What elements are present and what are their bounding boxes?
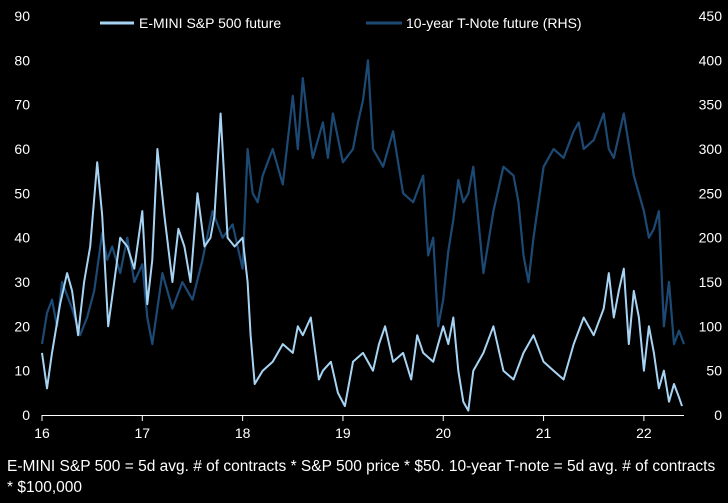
x-tick-label: 19: [335, 425, 351, 441]
left-tick-label: 0: [22, 407, 30, 423]
left-axis-ticks: 0 10 20 30 40 50 60 70 80 90: [14, 8, 30, 423]
series-line-tnote: [40, 59, 686, 346]
left-tick-label: 30: [14, 274, 30, 290]
right-tick-label: 300: [699, 141, 723, 157]
chart-footnote: E-MINI S&P 500 = 5d avg. # of contracts …: [7, 458, 716, 496]
right-axis-ticks: 0 50 100 150 200 250 300 350 400 450: [699, 8, 723, 423]
left-tick-label: 40: [14, 230, 30, 246]
x-tick-label: 18: [235, 425, 251, 441]
x-axis-ticks: 16 17 18 19 20 21 22: [34, 415, 652, 441]
right-tick-label: 250: [699, 185, 723, 201]
x-tick-label: 16: [34, 425, 50, 441]
legend-label-tnote: 10-year T-Note future (RHS): [406, 15, 582, 31]
legend-label-emini: E-MINI S&P 500 future: [139, 15, 281, 31]
right-tick-label: 200: [699, 230, 723, 246]
left-tick-label: 80: [14, 52, 30, 68]
left-tick-label: 90: [14, 8, 30, 24]
series-layer: [40, 59, 686, 412]
x-tick-label: 17: [135, 425, 151, 441]
chart: 16 17 18 19 20 21 22 0 10 20 30 40 50 60 70 80 90 0 50 10…: [14, 8, 723, 441]
right-tick-label: 50: [706, 363, 722, 379]
left-tick-label: 10: [14, 363, 30, 379]
right-tick-label: 350: [699, 97, 723, 113]
left-tick-label: 60: [14, 141, 30, 157]
right-tick-label: 0: [714, 407, 722, 423]
x-tick-label: 21: [536, 425, 552, 441]
right-tick-label: 150: [699, 274, 723, 290]
x-tick-label: 22: [636, 425, 652, 441]
right-tick-label: 450: [699, 8, 723, 24]
x-tick-label: 20: [435, 425, 451, 441]
right-tick-label: 100: [699, 318, 723, 334]
legend: E-MINI S&P 500 future 10-year T-Note fut…: [100, 15, 582, 31]
right-tick-label: 400: [699, 52, 723, 68]
left-tick-label: 70: [14, 97, 30, 113]
left-tick-label: 50: [14, 185, 30, 201]
series-line-emini: [41, 112, 683, 412]
left-tick-label: 20: [14, 318, 30, 334]
